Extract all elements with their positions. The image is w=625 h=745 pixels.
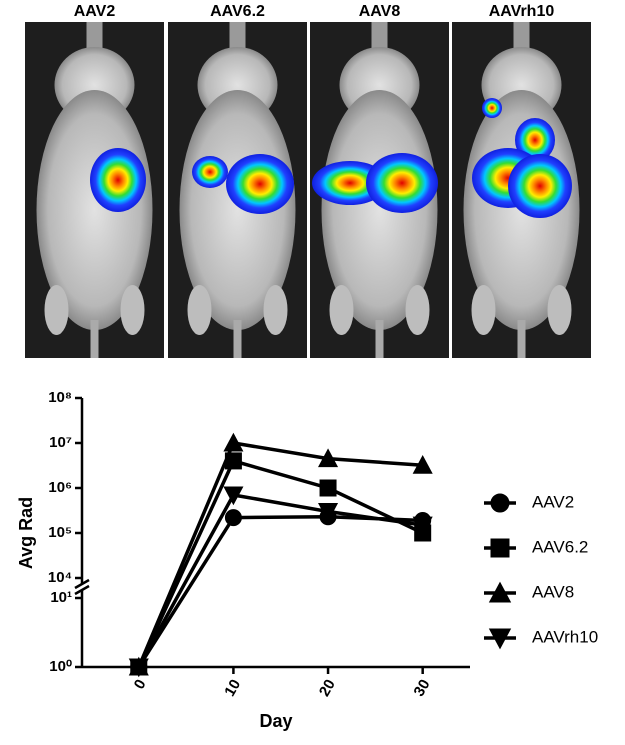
legend-marker xyxy=(488,581,512,603)
marker xyxy=(319,479,337,497)
x-axis-title: Day xyxy=(259,711,292,731)
axis-break xyxy=(74,578,90,590)
y-tick-label: 10⁴ xyxy=(48,569,72,586)
signal-blob xyxy=(226,154,294,214)
x-tick-label: 20 xyxy=(316,676,339,699)
y-tick-label: 10⁸ xyxy=(48,389,72,406)
signal-blob xyxy=(366,153,438,213)
marker xyxy=(318,448,339,468)
marker xyxy=(412,516,433,536)
marker xyxy=(224,509,242,527)
mouse-tail xyxy=(375,320,384,358)
series-line xyxy=(137,441,423,668)
x-tick-label: 0 xyxy=(131,676,150,692)
mouse-body xyxy=(321,90,438,330)
axis-break xyxy=(74,584,90,596)
series-line xyxy=(137,493,423,668)
mouse-leg xyxy=(547,285,572,335)
marker xyxy=(224,452,242,470)
legend-label: AAVrh10 xyxy=(532,627,598,646)
mouse-leg xyxy=(405,285,430,335)
signal-blob xyxy=(192,156,228,188)
legend-marker xyxy=(488,628,512,650)
y-tick-label: 10⁶ xyxy=(48,479,72,496)
y-tick-label: 10⁵ xyxy=(48,524,72,541)
signal-blob xyxy=(508,154,572,218)
mouse-leg xyxy=(120,285,145,335)
mouse-leg xyxy=(187,285,212,335)
legend-label: AAV2 xyxy=(532,492,574,511)
mouse-leg xyxy=(263,285,288,335)
chart: Avg Rad Day 10⁰ 10¹ 10⁴ 10⁵ 10⁶ 10⁷ 10⁸ 0 10 20 30… xyxy=(16,389,598,731)
mouse-body xyxy=(179,90,296,330)
panel-label: AAVrh10 xyxy=(489,3,555,20)
panel-label: AAV2 xyxy=(74,3,116,20)
marker xyxy=(412,455,433,474)
y-tick-label: 10⁰ xyxy=(49,658,72,675)
legend-marker xyxy=(490,538,510,558)
signal-blob xyxy=(482,98,502,118)
y-tick-label: 10⁷ xyxy=(49,434,72,451)
marker xyxy=(223,432,244,452)
image-panels: AAV2 AAV6.2 AAV8 AAVrh10 xyxy=(25,3,591,358)
signal-blob xyxy=(515,118,555,162)
x-tick-label: 10 xyxy=(221,676,244,699)
marker xyxy=(223,486,244,506)
mouse-leg xyxy=(44,285,69,335)
x-tick-label: 30 xyxy=(411,676,434,699)
mouse-leg xyxy=(329,285,354,335)
legend-label: AAV6.2 xyxy=(532,537,588,556)
mouse-tail xyxy=(233,320,242,358)
marker xyxy=(128,658,149,678)
panel-label: AAV8 xyxy=(359,3,401,20)
mouse-leg xyxy=(471,285,496,335)
y-tick-label: 10¹ xyxy=(50,589,72,606)
mouse-tail xyxy=(517,320,526,358)
panel-label: AAV6.2 xyxy=(210,3,265,20)
legend-label: AAV8 xyxy=(532,582,574,601)
y-axis-title: Avg Rad xyxy=(16,497,36,569)
marker xyxy=(318,503,339,522)
series-line xyxy=(137,458,424,668)
mouse-tail xyxy=(90,320,99,358)
signal-blob xyxy=(90,148,146,212)
legend-marker xyxy=(490,493,510,513)
